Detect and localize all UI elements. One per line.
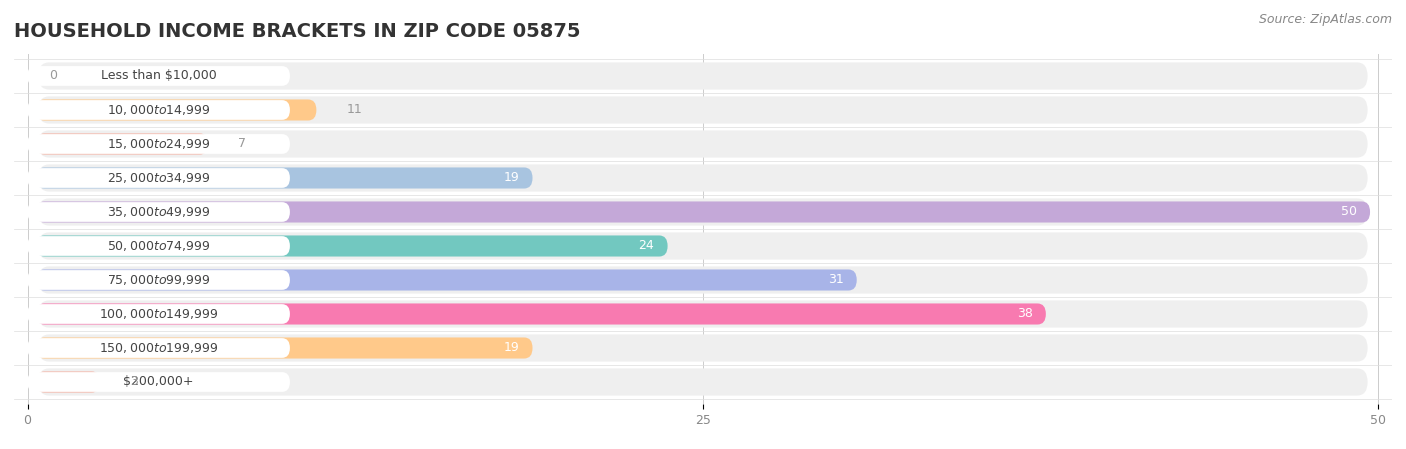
Text: 11: 11 (346, 103, 363, 116)
FancyBboxPatch shape (37, 99, 316, 120)
FancyBboxPatch shape (38, 164, 1368, 192)
FancyBboxPatch shape (27, 304, 290, 324)
FancyBboxPatch shape (37, 167, 533, 189)
FancyBboxPatch shape (37, 202, 1369, 223)
FancyBboxPatch shape (38, 233, 1368, 260)
Text: 24: 24 (638, 239, 654, 252)
FancyBboxPatch shape (38, 97, 1368, 123)
Text: Source: ZipAtlas.com: Source: ZipAtlas.com (1258, 13, 1392, 26)
Text: 0: 0 (49, 70, 58, 83)
FancyBboxPatch shape (37, 133, 208, 154)
Text: $50,000 to $74,999: $50,000 to $74,999 (107, 239, 211, 253)
Text: $25,000 to $34,999: $25,000 to $34,999 (107, 171, 211, 185)
FancyBboxPatch shape (37, 269, 856, 291)
Text: 19: 19 (503, 172, 519, 185)
FancyBboxPatch shape (38, 198, 1368, 225)
FancyBboxPatch shape (38, 62, 1368, 90)
FancyBboxPatch shape (27, 236, 290, 256)
FancyBboxPatch shape (38, 335, 1368, 361)
Text: 31: 31 (828, 273, 844, 286)
FancyBboxPatch shape (27, 168, 290, 188)
FancyBboxPatch shape (37, 235, 668, 256)
Text: HOUSEHOLD INCOME BRACKETS IN ZIP CODE 05875: HOUSEHOLD INCOME BRACKETS IN ZIP CODE 05… (14, 22, 581, 41)
FancyBboxPatch shape (27, 100, 290, 120)
Text: 50: 50 (1341, 206, 1357, 219)
Text: $200,000+: $200,000+ (124, 375, 194, 388)
Text: $75,000 to $99,999: $75,000 to $99,999 (107, 273, 211, 287)
FancyBboxPatch shape (27, 338, 290, 358)
FancyBboxPatch shape (38, 266, 1368, 294)
Text: $15,000 to $24,999: $15,000 to $24,999 (107, 137, 211, 151)
FancyBboxPatch shape (37, 371, 100, 392)
Text: 7: 7 (238, 137, 246, 150)
Text: 3: 3 (131, 375, 138, 388)
FancyBboxPatch shape (38, 368, 1368, 396)
FancyBboxPatch shape (27, 134, 290, 154)
FancyBboxPatch shape (27, 372, 290, 392)
Text: $100,000 to $149,999: $100,000 to $149,999 (98, 307, 218, 321)
FancyBboxPatch shape (37, 304, 1046, 325)
Text: Less than $10,000: Less than $10,000 (101, 70, 217, 83)
Text: $10,000 to $14,999: $10,000 to $14,999 (107, 103, 211, 117)
FancyBboxPatch shape (27, 202, 290, 222)
Text: 19: 19 (503, 342, 519, 355)
FancyBboxPatch shape (27, 270, 290, 290)
Text: 38: 38 (1017, 308, 1032, 321)
Text: $35,000 to $49,999: $35,000 to $49,999 (107, 205, 211, 219)
FancyBboxPatch shape (38, 300, 1368, 328)
FancyBboxPatch shape (27, 66, 290, 86)
Text: $150,000 to $199,999: $150,000 to $199,999 (98, 341, 218, 355)
FancyBboxPatch shape (38, 130, 1368, 158)
FancyBboxPatch shape (37, 338, 533, 359)
